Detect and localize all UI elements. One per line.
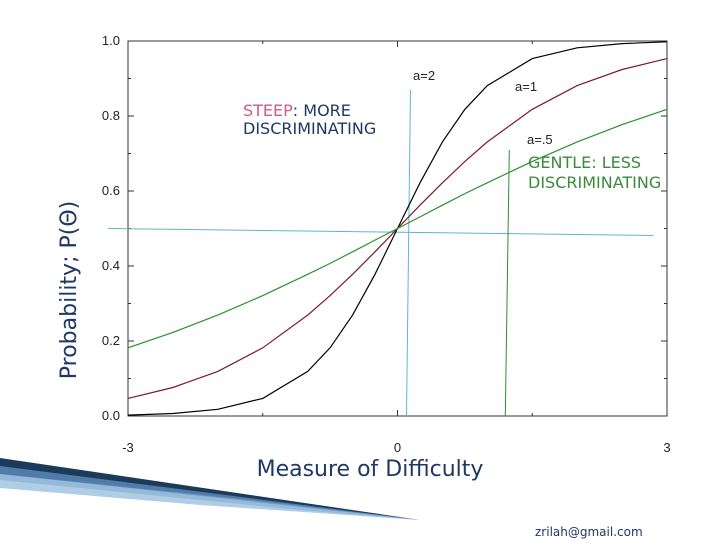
series-label: a=.5 bbox=[527, 132, 553, 147]
decorative-swoosh bbox=[0, 458, 420, 520]
steep-keyword: STEEP bbox=[243, 101, 293, 120]
gentle-line2: DISCRIMINATING bbox=[528, 173, 661, 192]
steep-line2: DISCRIMINATING bbox=[243, 119, 376, 138]
svg-text:STEEP: MORE: STEEP: MORE bbox=[243, 101, 351, 120]
y-tick-label: 0.8 bbox=[102, 108, 120, 123]
y-tick-label: 0.0 bbox=[102, 408, 120, 423]
x-axis-label: Measure of Difficulty bbox=[257, 457, 484, 482]
y-tick-label: 1.0 bbox=[102, 33, 120, 48]
y-axis-label: Probability; P(Θ) bbox=[57, 201, 82, 379]
footer-email: zrilah@gmail.com bbox=[535, 525, 643, 539]
x-tick-label: -3 bbox=[122, 440, 134, 455]
x-tick-label: 3 bbox=[663, 440, 670, 455]
y-tick-label: 0.4 bbox=[102, 258, 120, 273]
series-line-a5 bbox=[127, 108, 668, 349]
y-tick-label: 0.2 bbox=[102, 333, 120, 348]
y-tick-label: 0.6 bbox=[102, 183, 120, 198]
steep-rest: : MORE bbox=[293, 101, 351, 120]
series-label: a=1 bbox=[515, 79, 537, 94]
steep-annotation: STEEP: MORE DISCRIMINATING bbox=[243, 101, 376, 138]
series-label: a=2 bbox=[413, 68, 435, 83]
gentle-line1: GENTLE: LESS bbox=[528, 153, 641, 172]
gentle-annotation: GENTLE: LESS DISCRIMINATING bbox=[528, 153, 661, 192]
reference-line-vertical bbox=[405, 89, 411, 417]
reference-line-horizontal bbox=[107, 228, 654, 236]
x-tick-label: 0 bbox=[394, 440, 401, 455]
plot-area: 0.0 0.2 0.4 0.6 0.8 1.0 -3 0 3 a=2 a=1 a=.5 bbox=[102, 33, 671, 455]
reference-line-vertical bbox=[504, 149, 510, 417]
